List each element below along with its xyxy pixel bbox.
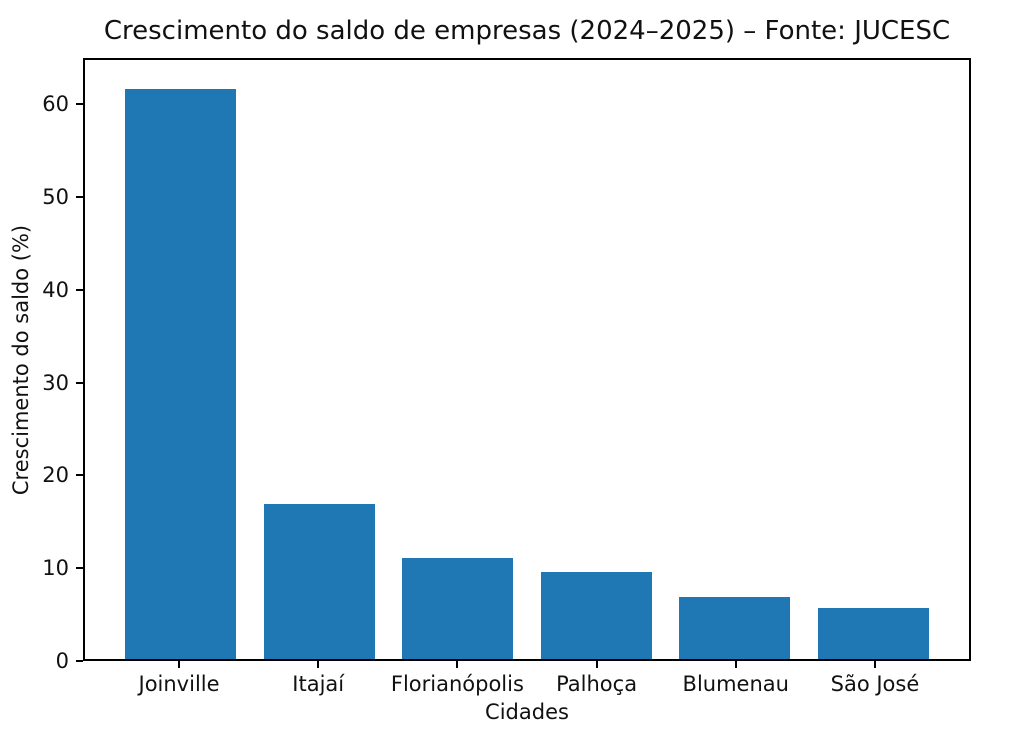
y-tick-mark: [76, 567, 83, 570]
plot-area: [83, 58, 971, 661]
bar-blumenau: [679, 597, 791, 659]
y-tick-label: 0: [55, 649, 69, 673]
x-axis-label: Cidades: [485, 700, 569, 724]
y-tick-mark: [76, 103, 83, 106]
x-tick-label: Florianópolis: [390, 672, 524, 696]
bar-palhoça: [540, 572, 652, 659]
x-tick-label: Itajaí: [292, 672, 345, 696]
y-axis-label: Crescimento do saldo (%): [9, 224, 33, 496]
bar-itajaí: [263, 504, 375, 659]
x-tick-mark: [734, 661, 737, 668]
y-tick-label: 10: [42, 556, 69, 581]
bar-joinville: [125, 88, 237, 659]
x-tick-label: Blumenau: [682, 672, 789, 696]
x-tick-mark: [873, 661, 876, 668]
x-tick-mark: [178, 661, 181, 668]
y-tick-mark: [76, 660, 83, 662]
y-tick-label: 40: [42, 277, 69, 302]
chart-title: Crescimento do saldo de empresas (2024–2…: [103, 16, 951, 46]
x-tick-mark: [317, 661, 320, 668]
y-tick-mark: [76, 474, 83, 477]
x-tick-mark: [456, 661, 459, 668]
y-tick-label: 20: [42, 463, 69, 488]
y-tick-label: 50: [42, 185, 69, 210]
bar-florianópolis: [402, 557, 514, 659]
x-tick-label: São José: [830, 672, 920, 696]
y-tick-label: 30: [42, 370, 69, 395]
y-tick-label: 60: [42, 92, 69, 117]
y-tick-mark: [76, 381, 83, 384]
bar-são-josé: [817, 608, 929, 659]
y-tick-mark: [76, 196, 83, 199]
x-tick-label: Palhoça: [556, 672, 638, 696]
x-tick-label: Joinville: [138, 672, 220, 696]
y-tick-mark: [76, 288, 83, 291]
x-tick-mark: [595, 661, 598, 668]
